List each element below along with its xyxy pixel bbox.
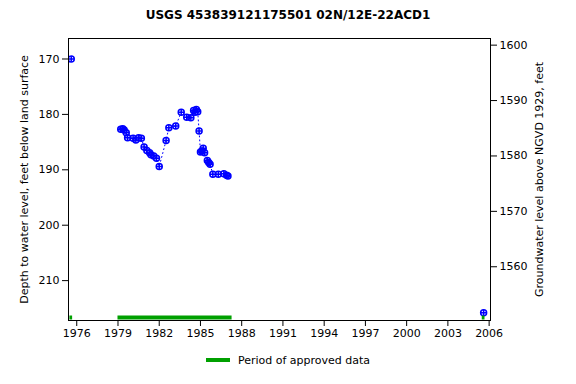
svg-text:1979: 1979 [104,327,132,340]
svg-text:1997: 1997 [351,327,379,340]
svg-text:1580: 1580 [500,149,528,162]
svg-text:210: 210 [39,274,60,287]
svg-text:200: 200 [39,219,60,232]
svg-text:1560: 1560 [500,260,528,273]
html-text:USGS 453839121175501 02N/12E-2: USGS 453839121175501 02N/12E-22ACD1 [145,8,431,22]
svg-text:1991: 1991 [269,327,297,340]
svg-text:Depth to water level, feet bel: Depth to water level, feet below land su… [18,55,31,304]
svg-text:1590: 1590 [500,94,528,107]
svg-text:1976: 1976 [63,327,91,340]
svg-text:2006: 2006 [475,327,503,340]
svg-text:2003: 2003 [434,327,462,340]
svg-text:190: 190 [39,163,60,176]
svg-text:180: 180 [39,108,60,121]
svg-text:1985: 1985 [186,327,214,340]
svg-text:2000: 2000 [393,327,421,340]
svg-text:1570: 1570 [500,205,528,218]
html-text:Period of approved data: Period of approved data [237,353,371,367]
svg-text:Groundwater level above NGVD 1: Groundwater level above NGVD 1929, feet [533,61,546,297]
svg-text:1600: 1600 [500,39,528,52]
svg-text:1982: 1982 [145,327,173,340]
svg-text:1988: 1988 [228,327,256,340]
svg-text:1994: 1994 [310,327,338,340]
svg-text:170: 170 [39,53,60,66]
